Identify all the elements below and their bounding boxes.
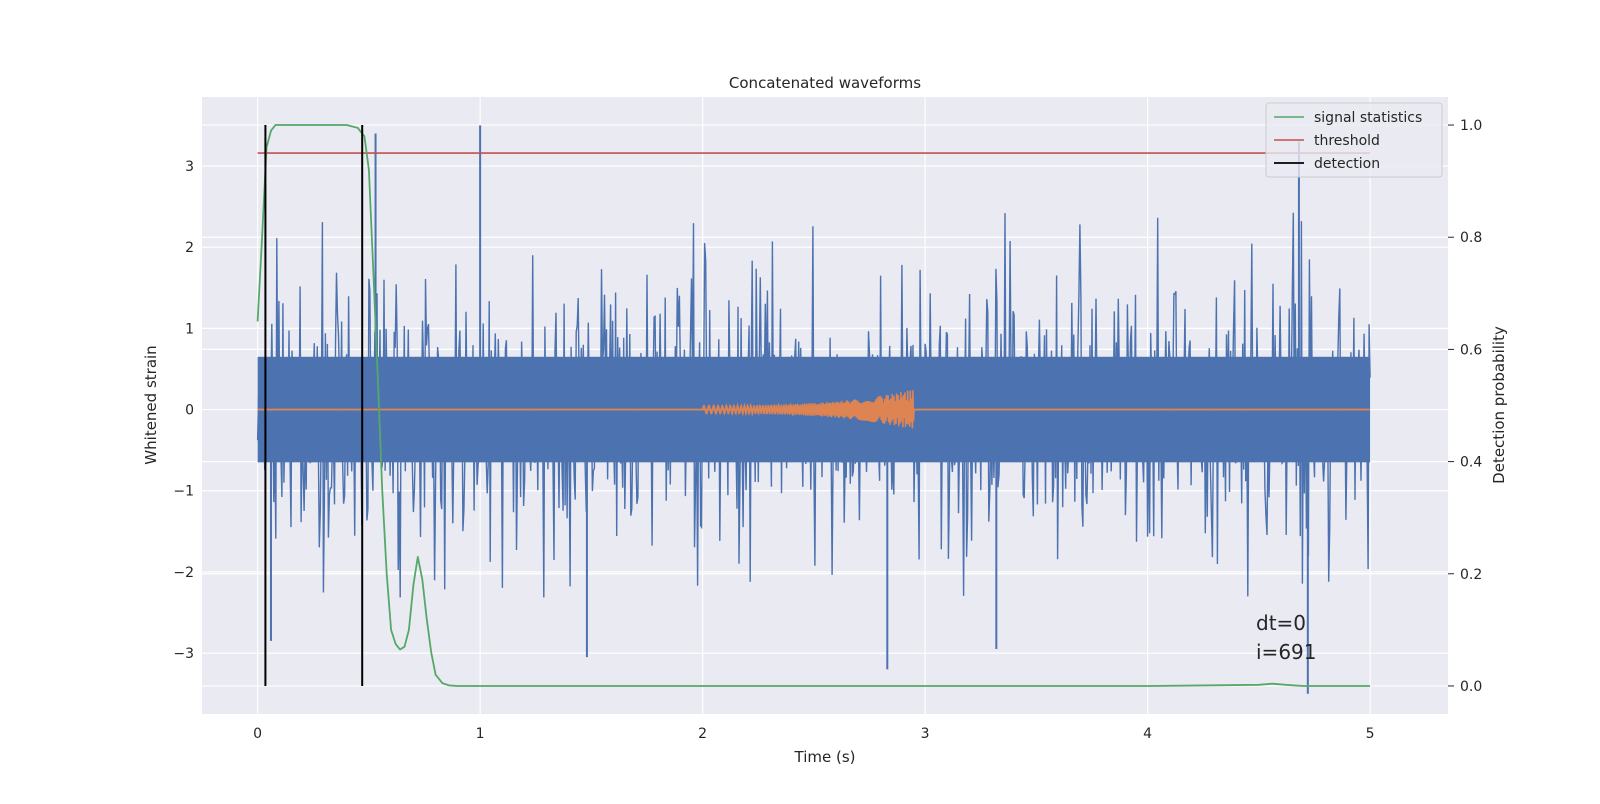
y-right-tick-label: 0.4 — [1460, 455, 1482, 471]
axes: Concatenated waveforms Time (s) Whitened… — [142, 74, 1508, 766]
legend: signal statistics threshold detection — [1265, 102, 1443, 178]
y-tick-label: 0 — [185, 403, 194, 419]
y-right-tick-label: 0.8 — [1460, 230, 1482, 246]
x-tick-label: 1 — [476, 726, 485, 742]
y-tick-label: −3 — [173, 646, 194, 662]
x-tick-label: 0 — [253, 726, 262, 742]
y-axis-label: Whitened strain — [142, 345, 160, 464]
legend-label-threshold: threshold — [1314, 133, 1380, 149]
y-right-tick-label: 1.0 — [1460, 118, 1482, 134]
y-tick-label: 1 — [185, 321, 194, 337]
x-tick-label: 5 — [1366, 726, 1375, 742]
y-tick-label: 2 — [185, 240, 194, 256]
y-tick-label: −2 — [173, 565, 194, 581]
y-right-tick-label: 0.2 — [1460, 567, 1482, 583]
y-tick-label: 3 — [185, 159, 194, 175]
x-tick-label: 2 — [698, 726, 707, 742]
y-right-tick-label: 0.0 — [1460, 679, 1482, 695]
x-tick-label: 4 — [1143, 726, 1152, 742]
chirp-series-line — [701, 390, 915, 429]
data-layer — [256, 124, 1371, 694]
legend-label-signal-statistics: signal statistics — [1314, 110, 1422, 126]
y-tick-label: −1 — [173, 484, 194, 500]
y-axis-right-label: Detection probability — [1490, 326, 1508, 484]
y-right-tick-label: 0.6 — [1460, 342, 1482, 358]
annotation-dt: dt=0 — [1256, 611, 1306, 635]
signal-statistics-line — [256, 124, 1371, 687]
chart-title: Concatenated waveforms — [729, 74, 921, 92]
x-tick-label: 3 — [921, 726, 930, 742]
legend-box — [1265, 102, 1443, 178]
legend-label-detection: detection — [1314, 156, 1380, 172]
annotation-i: i=691 — [1256, 640, 1317, 664]
noise-series-line — [256, 212, 1371, 598]
x-axis-label: Time (s) — [794, 748, 856, 766]
